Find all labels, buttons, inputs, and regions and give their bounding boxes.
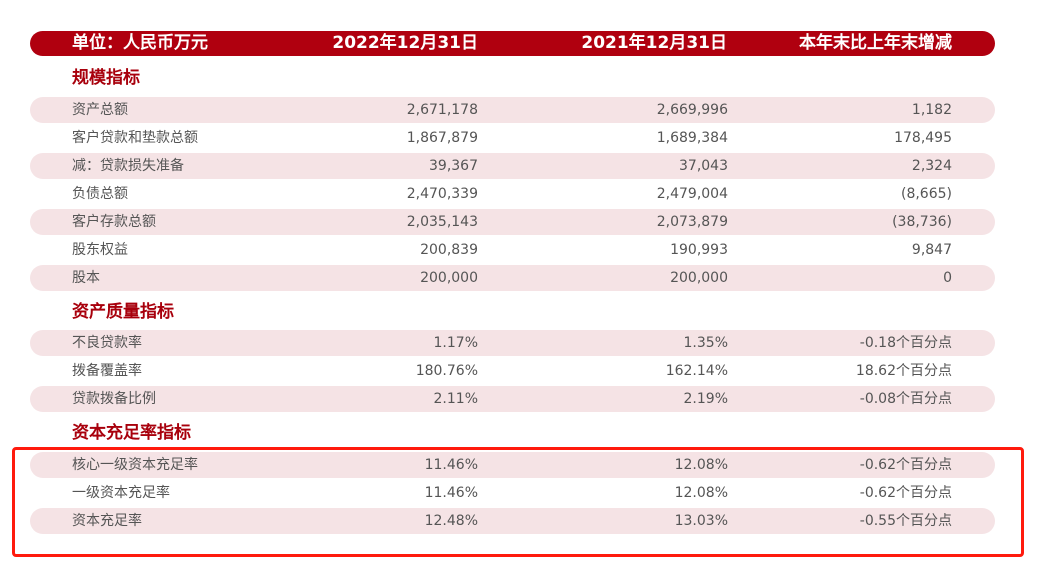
value-2021: 37,043 bbox=[679, 158, 728, 174]
value-change: 178,495 bbox=[894, 130, 952, 146]
value-2022: 12.48% bbox=[424, 513, 478, 529]
table-row: 一级资本充足率 11.46% 12.08% -0.62个百分点 bbox=[30, 480, 995, 506]
section-title-capital-adequacy: 资本充足率指标 bbox=[72, 423, 191, 443]
value-2022: 2,671,178 bbox=[406, 102, 478, 118]
value-change: 2,324 bbox=[911, 158, 952, 174]
row-label: 资本充足率 bbox=[72, 513, 142, 529]
value-2022: 39,367 bbox=[429, 158, 478, 174]
value-2021: 12.08% bbox=[674, 485, 728, 501]
table-row: 客户存款总额 2,035,143 2,073,879 (38,736) bbox=[30, 209, 995, 235]
row-label: 资产总额 bbox=[72, 102, 128, 118]
table-row: 资产总额 2,671,178 2,669,996 1,182 bbox=[30, 97, 995, 123]
section-title-asset-quality: 资产质量指标 bbox=[72, 302, 174, 322]
row-label: 客户存款总额 bbox=[72, 214, 156, 230]
value-2021: 2,073,879 bbox=[656, 214, 728, 230]
row-label: 股本 bbox=[72, 270, 100, 286]
value-change: 1,182 bbox=[911, 102, 952, 118]
value-2022: 1.17% bbox=[433, 335, 478, 351]
row-label: 负债总额 bbox=[72, 186, 128, 202]
value-2021: 12.08% bbox=[674, 457, 728, 473]
value-2021: 162.14% bbox=[665, 363, 728, 379]
unit-label: 单位：人民币万元 bbox=[72, 33, 208, 53]
row-label: 核心一级资本充足率 bbox=[72, 457, 198, 473]
column-header-change: 本年末比上年末增减 bbox=[799, 33, 952, 53]
value-2022: 200,839 bbox=[420, 242, 478, 258]
value-2022: 11.46% bbox=[424, 457, 478, 473]
table-row: 负债总额 2,470,339 2,479,004 (8,665) bbox=[30, 181, 995, 207]
value-2021: 2.19% bbox=[683, 391, 728, 407]
table-row: 不良贷款率 1.17% 1.35% -0.18个百分点 bbox=[30, 330, 995, 356]
row-label: 贷款拨备比例 bbox=[72, 391, 156, 407]
value-2021: 190,993 bbox=[670, 242, 728, 258]
value-change: 0 bbox=[943, 270, 952, 286]
value-2021: 2,479,004 bbox=[656, 186, 728, 202]
value-change: -0.62个百分点 bbox=[859, 457, 952, 473]
value-2022: 2,035,143 bbox=[406, 214, 478, 230]
value-2021: 1,689,384 bbox=[656, 130, 728, 146]
value-change: -0.62个百分点 bbox=[859, 485, 952, 501]
table-row: 股本 200,000 200,000 0 bbox=[30, 265, 995, 291]
value-2021: 2,669,996 bbox=[656, 102, 728, 118]
value-change: (8,665) bbox=[900, 186, 952, 202]
value-2022: 200,000 bbox=[420, 270, 478, 286]
table-row: 核心一级资本充足率 11.46% 12.08% -0.62个百分点 bbox=[30, 452, 995, 478]
value-change: -0.55个百分点 bbox=[859, 513, 952, 529]
row-label: 一级资本充足率 bbox=[72, 485, 170, 501]
value-change: 9,847 bbox=[911, 242, 952, 258]
row-label: 不良贷款率 bbox=[72, 335, 142, 351]
row-label: 股东权益 bbox=[72, 242, 128, 258]
table-row: 资本充足率 12.48% 13.03% -0.55个百分点 bbox=[30, 508, 995, 534]
value-2022: 2.11% bbox=[433, 391, 478, 407]
table-header: 单位：人民币万元 2022年12月31日 2021年12月31日 本年末比上年末… bbox=[30, 31, 995, 56]
table-row: 贷款拨备比例 2.11% 2.19% -0.08个百分点 bbox=[30, 386, 995, 412]
column-header-2021: 2021年12月31日 bbox=[581, 33, 727, 53]
row-label: 减：贷款损失准备 bbox=[72, 158, 184, 174]
row-label: 拨备覆盖率 bbox=[72, 363, 142, 379]
value-2021: 13.03% bbox=[674, 513, 728, 529]
value-change: (38,736) bbox=[892, 214, 952, 230]
table-row: 减：贷款损失准备 39,367 37,043 2,324 bbox=[30, 153, 995, 179]
table-row: 拨备覆盖率 180.76% 162.14% 18.62个百分点 bbox=[30, 358, 995, 384]
value-2022: 1,867,879 bbox=[406, 130, 478, 146]
value-2022: 180.76% bbox=[415, 363, 478, 379]
value-change: -0.18个百分点 bbox=[859, 335, 952, 351]
row-label: 客户贷款和垫款总额 bbox=[72, 130, 198, 146]
value-2022: 11.46% bbox=[424, 485, 478, 501]
section-title-scale: 规模指标 bbox=[72, 68, 140, 88]
table-row: 股东权益 200,839 190,993 9,847 bbox=[30, 237, 995, 263]
column-header-2022: 2022年12月31日 bbox=[332, 33, 478, 53]
value-2021: 1.35% bbox=[683, 335, 728, 351]
table-row: 客户贷款和垫款总额 1,867,879 1,689,384 178,495 bbox=[30, 125, 995, 151]
value-2022: 2,470,339 bbox=[406, 186, 478, 202]
value-2021: 200,000 bbox=[670, 270, 728, 286]
value-change: -0.08个百分点 bbox=[859, 391, 952, 407]
value-change: 18.62个百分点 bbox=[855, 363, 952, 379]
